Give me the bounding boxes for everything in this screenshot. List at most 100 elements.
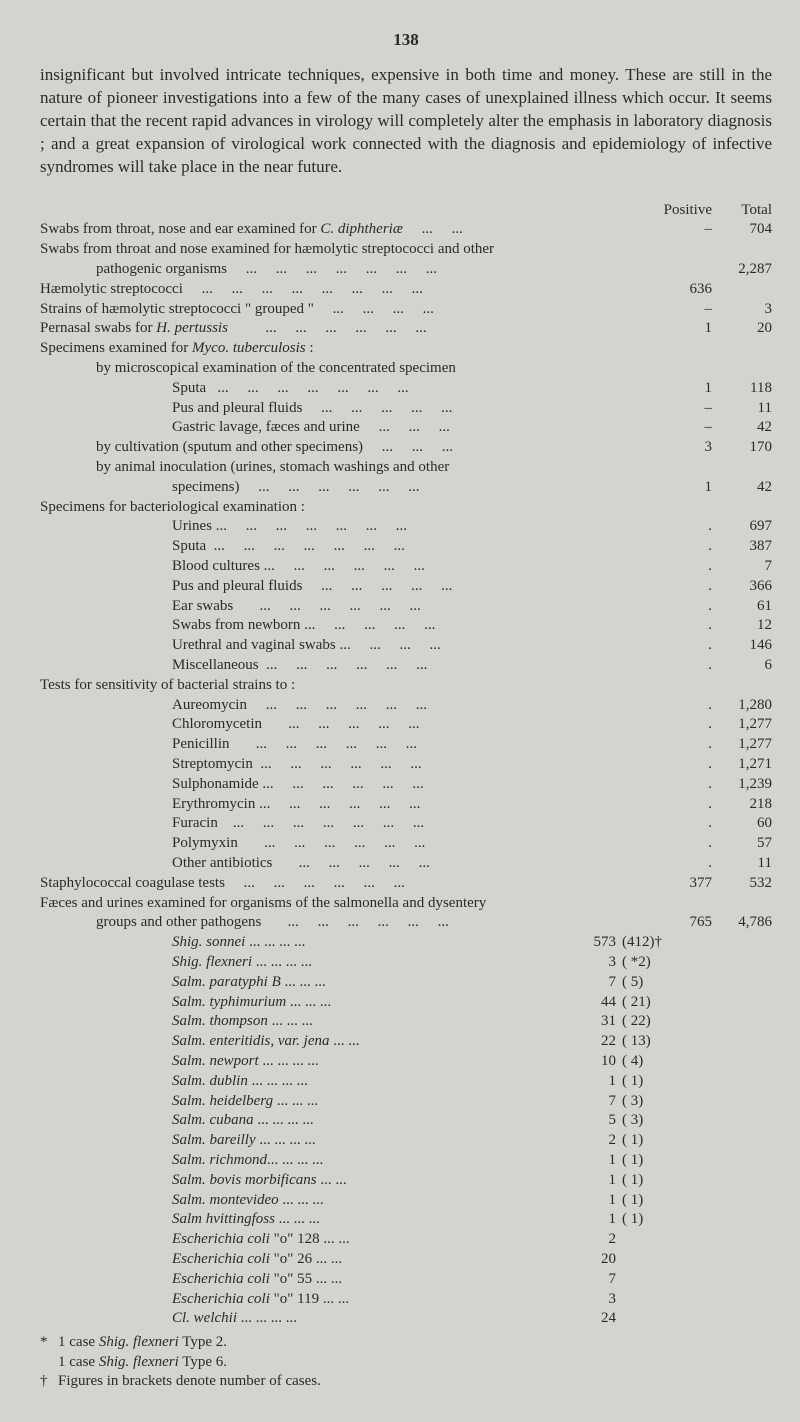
col-header-total: Total bbox=[712, 201, 772, 221]
organism-row: Salm. newport ... ... ... ...10( 4) bbox=[40, 1052, 772, 1072]
cell-total: 42 bbox=[712, 418, 772, 438]
table-row: Urines ... ... ... ... ... ... ....697 bbox=[40, 517, 772, 537]
organism-name: Salm. dublin ... ... ... ... bbox=[40, 1072, 572, 1092]
footnote-mark bbox=[40, 1353, 58, 1373]
cell-positive: – bbox=[638, 220, 712, 240]
table-row: Hæmolytic streptococci ... ... ... ... .… bbox=[40, 280, 772, 300]
organism-name: Escherichia coli "o" 55 ... ... bbox=[40, 1270, 572, 1290]
table-header-row: Positive Total bbox=[40, 201, 772, 221]
cell-total: 1,239 bbox=[712, 775, 772, 795]
organism-count: 3 bbox=[572, 1290, 616, 1310]
organism-row: Salm. richmond... ... ... ...1( 1) bbox=[40, 1151, 772, 1171]
row-label: by cultivation (sputum and other specime… bbox=[40, 438, 638, 458]
footnote-mark: † bbox=[40, 1372, 58, 1392]
organism-cases: ( 3) bbox=[616, 1111, 676, 1131]
row-label: by animal inoculation (urines, stomach w… bbox=[40, 458, 638, 478]
cell-total: 1,271 bbox=[712, 755, 772, 775]
organism-count: 1 bbox=[572, 1210, 616, 1230]
organism-count: 7 bbox=[572, 973, 616, 993]
cell-total: 387 bbox=[712, 537, 772, 557]
row-label: Chloromycetin ... ... ... ... ... bbox=[40, 715, 638, 735]
table-row: Miscellaneous ... ... ... ... ... ....6 bbox=[40, 656, 772, 676]
table-row: Swabs from newborn ... ... ... ... ....1… bbox=[40, 616, 772, 636]
organism-cases: ( 22) bbox=[616, 1012, 676, 1032]
cell-positive: . bbox=[638, 656, 712, 676]
cell-positive: . bbox=[638, 775, 712, 795]
row-label: by microscopical examination of the conc… bbox=[40, 359, 638, 379]
row-label: Blood cultures ... ... ... ... ... ... bbox=[40, 557, 638, 577]
cell-positive: 3 bbox=[638, 438, 712, 458]
table-row: by cultivation (sputum and other specime… bbox=[40, 438, 772, 458]
table-row: Urethral and vaginal swabs ... ... ... .… bbox=[40, 636, 772, 656]
cell-positive: . bbox=[638, 795, 712, 815]
cell-positive: . bbox=[638, 636, 712, 656]
table-row: Sputa ... ... ... ... ... ... ...1118 bbox=[40, 379, 772, 399]
organism-count: 1 bbox=[572, 1151, 616, 1171]
cell-positive: . bbox=[638, 557, 712, 577]
table-row: Penicillin ... ... ... ... ... ....1,277 bbox=[40, 735, 772, 755]
organism-name: Escherichia coli "o" 26 ... ... bbox=[40, 1250, 572, 1270]
cell-total: 532 bbox=[712, 874, 772, 894]
cell-positive: 1 bbox=[638, 379, 712, 399]
row-label: Fæces and urines examined for organisms … bbox=[40, 894, 638, 914]
organism-count: 44 bbox=[572, 993, 616, 1013]
table-row: Ear swabs ... ... ... ... ... ....61 bbox=[40, 597, 772, 617]
table-row: Swabs from throat and nose examined for … bbox=[40, 240, 772, 260]
table-row: Sputa ... ... ... ... ... ... ....387 bbox=[40, 537, 772, 557]
organism-row: Salm. dublin ... ... ... ...1( 1) bbox=[40, 1072, 772, 1092]
footnote-line: 1 case Shig. flexneri Type 6. bbox=[40, 1353, 772, 1373]
organism-count: 7 bbox=[572, 1270, 616, 1290]
cell-total: 12 bbox=[712, 616, 772, 636]
footnote-line: *1 case Shig. flexneri Type 2. bbox=[40, 1333, 772, 1353]
organism-row: Escherichia coli "o" 26 ... ...20 bbox=[40, 1250, 772, 1270]
organism-name: Escherichia coli "o" 128 ... ... bbox=[40, 1230, 572, 1250]
organism-count: 2 bbox=[572, 1230, 616, 1250]
row-label: Staphylococcal coagulase tests ... ... .… bbox=[40, 874, 638, 894]
row-label: Pus and pleural fluids ... ... ... ... .… bbox=[40, 399, 638, 419]
cell-total: 1,277 bbox=[712, 735, 772, 755]
organism-count: 1 bbox=[572, 1072, 616, 1092]
organism-row: Escherichia coli "o" 55 ... ...7 bbox=[40, 1270, 772, 1290]
cell-total: 366 bbox=[712, 577, 772, 597]
organism-row: Shig. flexneri ... ... ... ...3( *2) bbox=[40, 953, 772, 973]
cell-positive: . bbox=[638, 517, 712, 537]
table-row: Polymyxin ... ... ... ... ... ....57 bbox=[40, 834, 772, 854]
organism-row: Cl. welchii ... ... ... ...24 bbox=[40, 1309, 772, 1329]
organism-row: Salm. bareilly ... ... ... ...2( 1) bbox=[40, 1131, 772, 1151]
organism-cases: ( 1) bbox=[616, 1131, 676, 1151]
row-label: Swabs from throat, nose and ear examined… bbox=[40, 220, 638, 240]
footnotes: *1 case Shig. flexneri Type 2.1 case Shi… bbox=[40, 1333, 772, 1392]
table-row: Specimens examined for Myco. tuberculosi… bbox=[40, 339, 772, 359]
cell-total: 61 bbox=[712, 597, 772, 617]
cell-total: 3 bbox=[712, 300, 772, 320]
organism-row: Salm. heidelberg ... ... ...7( 3) bbox=[40, 1092, 772, 1112]
row-label: Pernasal swabs for H. pertussis ... ... … bbox=[40, 319, 638, 339]
page: 138 insignificant but involved intricate… bbox=[0, 0, 800, 1422]
organism-count: 7 bbox=[572, 1092, 616, 1112]
table-row: by microscopical examination of the conc… bbox=[40, 359, 772, 379]
organism-count: 22 bbox=[572, 1032, 616, 1052]
organism-cases: ( 1) bbox=[616, 1171, 676, 1191]
table-row: Pus and pleural fluids ... ... ... ... .… bbox=[40, 399, 772, 419]
cell-total: 170 bbox=[712, 438, 772, 458]
row-label: Sulphonamide ... ... ... ... ... ... bbox=[40, 775, 638, 795]
organism-row: Salm. typhimurium ... ... ...44( 21) bbox=[40, 993, 772, 1013]
cell-positive: – bbox=[638, 418, 712, 438]
organism-cases: ( 1) bbox=[616, 1072, 676, 1092]
organism-count: 1 bbox=[572, 1171, 616, 1191]
organism-count: 1 bbox=[572, 1191, 616, 1211]
organism-cases: ( 13) bbox=[616, 1032, 676, 1052]
col-header-positive: Positive bbox=[638, 201, 712, 221]
organism-row: Salm. cubana ... ... ... ...5( 3) bbox=[40, 1111, 772, 1131]
organism-row: Salm. montevideo ... ... ...1( 1) bbox=[40, 1191, 772, 1211]
organism-name: Salm. thompson ... ... ... bbox=[40, 1012, 572, 1032]
organism-row: Salm. bovis morbificans ... ...1( 1) bbox=[40, 1171, 772, 1191]
data-table: Positive Total Swabs from throat, nose a… bbox=[40, 201, 772, 1329]
cell-positive: . bbox=[638, 597, 712, 617]
cell-total: 118 bbox=[712, 379, 772, 399]
organism-name: Salm. typhimurium ... ... ... bbox=[40, 993, 572, 1013]
organism-name: Salm. heidelberg ... ... ... bbox=[40, 1092, 572, 1112]
row-label: Specimens examined for Myco. tuberculosi… bbox=[40, 339, 638, 359]
organism-cases: ( 1) bbox=[616, 1210, 676, 1230]
cell-total: 7 bbox=[712, 557, 772, 577]
